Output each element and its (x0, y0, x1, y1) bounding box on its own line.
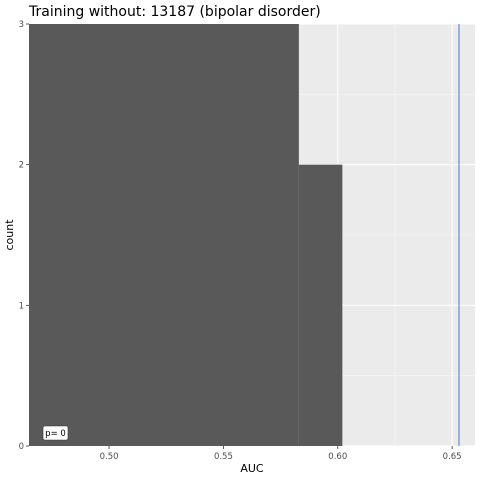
p-value-annotation: p= 0 (42, 425, 69, 441)
y-axis-title: count (3, 219, 16, 251)
histogram-bars (29, 24, 343, 446)
x-tick-label: 0.65 (443, 452, 462, 462)
y-axis-ticks: 0 1 2 3 (19, 20, 29, 452)
annotation-label: p= 0 (45, 429, 66, 439)
histogram-bar (298, 164, 343, 446)
x-tick-label: 0.60 (328, 452, 347, 462)
y-tick-label: 3 (19, 20, 24, 30)
chart-title: Training without: 13187 (bipolar disorde… (28, 4, 321, 20)
annotation-box (42, 425, 69, 441)
x-tick-label: 0.55 (214, 452, 233, 462)
x-tick-label: 0.50 (100, 452, 119, 462)
x-axis-title: AUC (240, 462, 264, 475)
x-axis-ticks: 0.50 0.55 0.60 0.65 (100, 446, 462, 462)
y-tick-label: 2 (19, 161, 24, 171)
y-tick-label: 0 (19, 442, 24, 452)
y-tick-label: 1 (19, 301, 24, 311)
histogram-bar (29, 24, 299, 446)
